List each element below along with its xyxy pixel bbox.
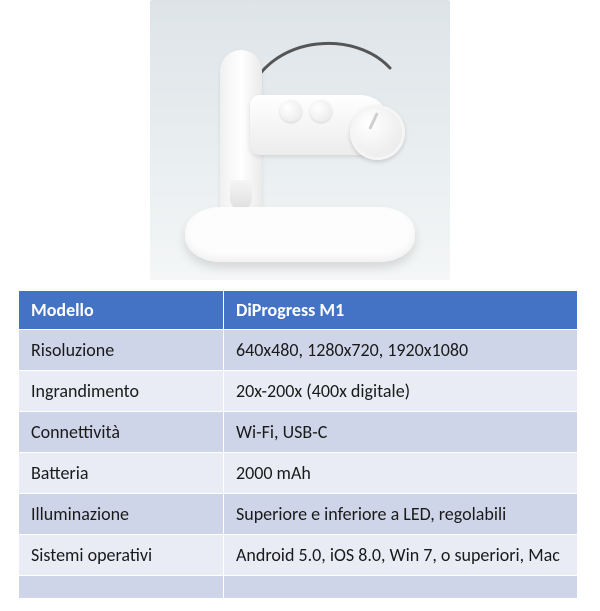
table-row: Ingrandimento20x-200x (400x digitale) — [19, 371, 578, 412]
table-row: Batteria2000 mAh — [19, 453, 578, 494]
table-row: ConnettivitàWi-Fi, USB-C — [19, 412, 578, 453]
spec-label: Ingrandimento — [19, 371, 224, 412]
spec-value: Superiore e inferiore a LED, regolabili — [224, 494, 578, 535]
spec-value: 2000 mAh — [224, 453, 578, 494]
control-knob-small — [280, 100, 302, 122]
spec-value: Wi-Fi, USB-C — [224, 412, 578, 453]
cable-graphic — [245, 30, 395, 100]
table-body: Risoluzione640x480, 1280x720, 1920x1080I… — [19, 330, 578, 599]
spec-label: Connettività — [19, 412, 224, 453]
product-image — [150, 0, 450, 280]
microscope-base — [185, 207, 415, 262]
spec-label: Batteria — [19, 453, 224, 494]
microscope-lens — [230, 180, 252, 210]
header-model-label: Modello — [19, 291, 224, 330]
spec-label: Sistemi operativi — [19, 535, 224, 576]
spec-label: Illuminazione — [19, 494, 224, 535]
table-row: IlluminazioneSuperiore e inferiore a LED… — [19, 494, 578, 535]
table-row: Sistemi operativiAndroid 5.0, iOS 8.0, W… — [19, 535, 578, 576]
spec-value: 20x-200x (400x digitale) — [224, 371, 578, 412]
table-row: Risoluzione640x480, 1280x720, 1920x1080 — [19, 330, 578, 371]
table-row-empty — [19, 576, 578, 599]
spec-value: Android 5.0, iOS 8.0, Win 7, o superiori… — [224, 535, 578, 576]
spec-table: Modello DiProgress M1 Risoluzione640x480… — [18, 290, 578, 599]
table-header-row: Modello DiProgress M1 — [19, 291, 578, 330]
header-model-value: DiProgress M1 — [224, 291, 578, 330]
spec-value: 640x480, 1280x720, 1920x1080 — [224, 330, 578, 371]
spec-label: Risoluzione — [19, 330, 224, 371]
control-knob-small — [310, 100, 332, 122]
